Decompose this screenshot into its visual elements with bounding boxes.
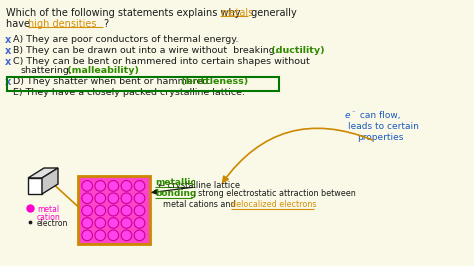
- Circle shape: [82, 193, 92, 203]
- Text: x: x: [5, 35, 11, 45]
- Text: metallic: metallic: [155, 178, 196, 187]
- Circle shape: [82, 230, 92, 240]
- Polygon shape: [28, 178, 42, 194]
- Text: metal cations and: metal cations and: [163, 200, 238, 209]
- Circle shape: [122, 207, 130, 215]
- Circle shape: [83, 231, 91, 239]
- Circle shape: [121, 218, 132, 228]
- Polygon shape: [42, 168, 58, 194]
- Circle shape: [82, 181, 92, 191]
- Text: generally: generally: [248, 8, 297, 18]
- Circle shape: [95, 230, 105, 240]
- Circle shape: [83, 219, 91, 227]
- Text: D) They shatter when bent or hammered.: D) They shatter when bent or hammered.: [13, 77, 211, 86]
- Circle shape: [134, 230, 145, 240]
- Circle shape: [109, 207, 118, 215]
- Circle shape: [109, 182, 118, 190]
- Circle shape: [96, 219, 104, 227]
- Circle shape: [82, 218, 92, 228]
- Text: bonding: bonding: [155, 189, 196, 198]
- Text: electron: electron: [37, 219, 68, 228]
- Circle shape: [121, 205, 132, 216]
- Circle shape: [134, 205, 145, 216]
- Circle shape: [96, 207, 104, 215]
- Circle shape: [83, 207, 91, 215]
- Text: E) They have a closely packed crystalline lattice.: E) They have a closely packed crystallin…: [13, 88, 245, 97]
- Text: delocalized electrons: delocalized electrons: [231, 200, 317, 209]
- Text: metals: metals: [220, 8, 253, 18]
- Circle shape: [108, 181, 118, 191]
- Circle shape: [108, 193, 118, 203]
- Circle shape: [136, 194, 144, 202]
- Text: (malleability): (malleability): [64, 66, 139, 75]
- Circle shape: [95, 181, 105, 191]
- Circle shape: [109, 194, 118, 202]
- Circle shape: [96, 194, 104, 202]
- Text: leads to certain: leads to certain: [348, 122, 419, 131]
- Circle shape: [134, 181, 145, 191]
- Text: Which of the following statements explains why: Which of the following statements explai…: [6, 8, 244, 18]
- Text: high densities: high densities: [28, 19, 97, 29]
- Text: can flow,: can flow,: [357, 111, 401, 120]
- Text: shattering.: shattering.: [20, 66, 72, 75]
- Circle shape: [95, 193, 105, 203]
- Circle shape: [136, 231, 144, 239]
- Text: ?: ?: [103, 19, 108, 29]
- Text: ⁻: ⁻: [352, 110, 356, 116]
- Circle shape: [82, 205, 92, 216]
- Circle shape: [136, 219, 144, 227]
- Circle shape: [134, 218, 145, 228]
- Text: e: e: [345, 111, 350, 120]
- Circle shape: [109, 231, 118, 239]
- Circle shape: [134, 193, 145, 203]
- Circle shape: [122, 194, 130, 202]
- Circle shape: [109, 219, 118, 227]
- Text: properties: properties: [357, 133, 403, 142]
- Circle shape: [96, 182, 104, 190]
- Text: cation: cation: [37, 213, 61, 222]
- Text: C) They can be bent or hammered into certain shapes without: C) They can be bent or hammered into cer…: [13, 57, 310, 66]
- Circle shape: [95, 218, 105, 228]
- Text: (ductility): (ductility): [268, 46, 325, 55]
- Circle shape: [108, 230, 118, 240]
- Circle shape: [122, 231, 130, 239]
- Bar: [78, 176, 150, 244]
- Text: x: x: [5, 46, 11, 56]
- Text: A) They are poor conductors of thermal energy.: A) They are poor conductors of thermal e…: [13, 35, 238, 44]
- Circle shape: [83, 194, 91, 202]
- Circle shape: [136, 182, 144, 190]
- Circle shape: [108, 218, 118, 228]
- Text: : strong electrostatic attraction between: : strong electrostatic attraction betwee…: [193, 189, 356, 198]
- Circle shape: [121, 181, 132, 191]
- Text: (brittleness): (brittleness): [178, 77, 248, 86]
- Circle shape: [122, 182, 130, 190]
- Circle shape: [121, 230, 132, 240]
- Polygon shape: [28, 168, 58, 178]
- Circle shape: [108, 205, 118, 216]
- Text: x: x: [5, 77, 11, 87]
- Circle shape: [122, 219, 130, 227]
- Text: metal: metal: [37, 205, 59, 214]
- Circle shape: [95, 205, 105, 216]
- Circle shape: [83, 182, 91, 190]
- Text: have: have: [6, 19, 33, 29]
- Text: B) They can be drawn out into a wire without  breaking.: B) They can be drawn out into a wire wit…: [13, 46, 278, 55]
- Text: x: x: [5, 57, 11, 67]
- Circle shape: [121, 193, 132, 203]
- Circle shape: [136, 207, 144, 215]
- Circle shape: [96, 231, 104, 239]
- Text: ← crystalline lattice: ← crystalline lattice: [158, 181, 240, 190]
